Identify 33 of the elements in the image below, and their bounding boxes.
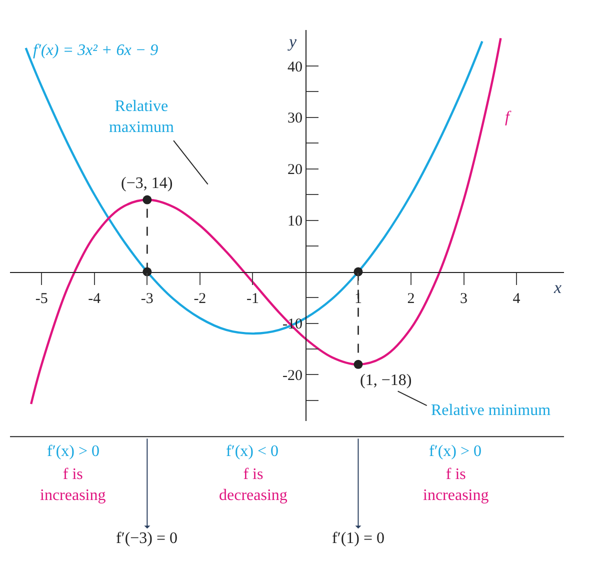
line-series [30, 37, 502, 406]
text: f′(x) < 0 [226, 443, 279, 460]
line-series [24, 40, 484, 335]
annotation: (−3, 14) [121, 175, 173, 192]
annotation: (1, −18) [360, 372, 412, 389]
point [142, 195, 152, 204]
y-tick-label: -20 [282, 368, 302, 384]
text: f is increasing [40, 466, 106, 504]
text: f is decreasing [219, 466, 288, 504]
text: f′(x) > 0 [47, 443, 100, 460]
text: f′(x) > 0 [429, 443, 482, 460]
x-tick-label: 3 [460, 290, 468, 307]
text: f is increasing [423, 466, 489, 504]
x-tick-label: 2 [407, 290, 415, 307]
series-label: f [505, 109, 512, 126]
x-tick-label: -4 [88, 290, 102, 307]
x-tick-label: -2 [194, 290, 206, 307]
point [354, 360, 363, 369]
series-label: f′(x) = 3x² + 6x − 9 [33, 42, 158, 59]
y-tick-label: 40 [287, 59, 302, 76]
text: f′(1) = 0 [332, 530, 385, 547]
x-tick-label: -1 [246, 290, 259, 307]
annotation: Relative minimum [431, 402, 552, 419]
y-tick-label: 30 [287, 110, 302, 127]
x-tick-label: -3 [140, 290, 154, 307]
y-tick-label: 20 [287, 162, 302, 178]
y-axis-title: y [287, 32, 297, 51]
x-axis-title: x [553, 278, 562, 297]
x-tick-label: 4 [512, 290, 521, 307]
y-tick-label: 10 [287, 214, 302, 230]
annotation: Relative maximum [109, 98, 174, 136]
text: f′(−3) = 0 [116, 530, 178, 547]
x-tick-label: -5 [35, 290, 48, 307]
